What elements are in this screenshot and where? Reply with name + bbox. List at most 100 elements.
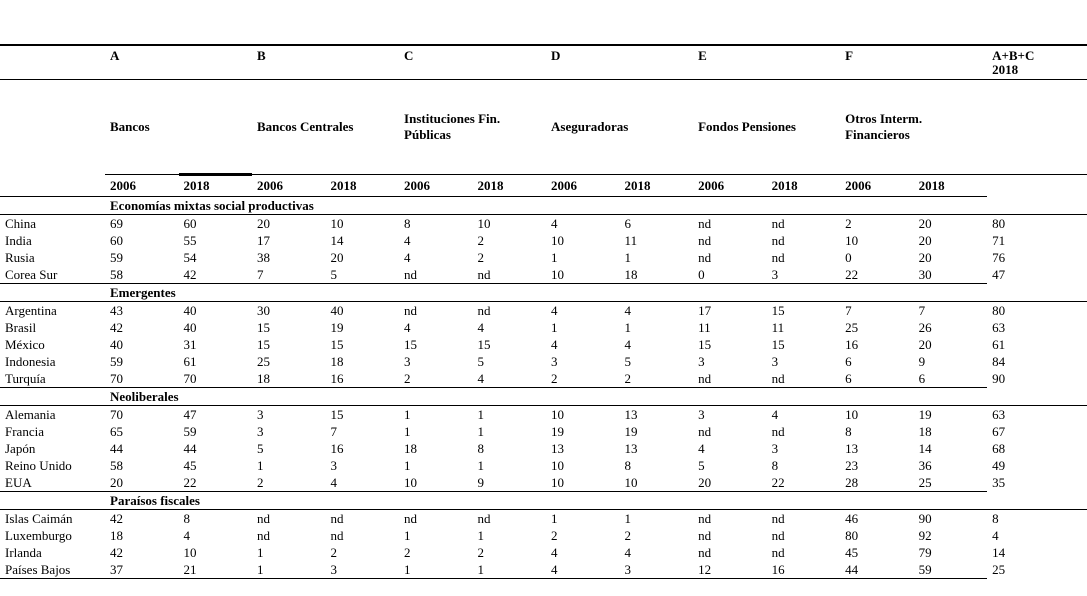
value-cell: 15 (330, 406, 344, 422)
value-cell: 36 (918, 457, 932, 473)
value-cell: 19 (551, 423, 565, 439)
value-cell: 1 (551, 510, 558, 526)
value-cell: 4 (551, 336, 558, 352)
value-cell: 2 (477, 232, 485, 248)
country-cell: India (5, 232, 32, 248)
value-cell: nd (472, 266, 547, 284)
section-header-row: Economías mixtas social productivas (0, 196, 1087, 215)
value-cell: 26 (918, 319, 932, 335)
table-row: EUA 20 22 2 4 10 9 10 10 20 22 28 25 35 (0, 474, 1087, 492)
value-cell: 10 (399, 474, 473, 492)
year-header: 2018 (766, 174, 841, 197)
value-cell: 80 (845, 527, 859, 543)
value-cell: 13 (845, 440, 859, 456)
year-header: 2006 (105, 174, 179, 197)
section-title: Paraísos fiscales (105, 491, 1087, 510)
value-cell: 18 (918, 423, 932, 439)
value-cell: 44 (110, 440, 123, 456)
country-cell: Corea Sur (0, 266, 105, 284)
value-cell: 2 (546, 370, 620, 388)
total-cell: 80 (992, 215, 1006, 231)
value-cell: nd (698, 423, 712, 439)
total-cell: 67 (992, 423, 1006, 439)
value-cell: 3 (257, 423, 264, 439)
spacer-cell (0, 80, 105, 175)
value-cell: 3 (551, 353, 558, 369)
value-cell: 2 (399, 370, 473, 388)
value-cell: 92 (918, 527, 932, 543)
year-header: 2006 (546, 174, 620, 197)
value-cell: nd (257, 527, 271, 543)
value-cell: nd (399, 266, 473, 284)
value-cell: 37 (105, 561, 179, 579)
value-cell: 4 (546, 561, 620, 579)
value-cell: 20 (918, 215, 932, 231)
value-cell: 20 (257, 215, 271, 231)
year-header: 2006 (693, 174, 767, 197)
value-cell: 22 (178, 474, 253, 492)
value-cell: 59 (110, 249, 123, 265)
value-cell: 42 (178, 266, 253, 284)
value-cell: 59 (110, 353, 123, 369)
value-cell: 2 (477, 249, 485, 265)
value-cell: 6 (624, 215, 632, 231)
year-header: 2018 (325, 174, 400, 197)
value-cell: 70 (110, 406, 123, 422)
value-cell: 79 (918, 544, 932, 560)
total-cell: 35 (992, 474, 1006, 490)
sum-column-header-line1: A+B+C (992, 48, 1035, 63)
value-cell: nd (698, 510, 712, 526)
spacer-cell (987, 80, 1087, 175)
value-cell: 42 (110, 319, 123, 335)
total-cell: 4 (992, 527, 999, 543)
table-row: Luxemburgo 18 4 nd nd 1 1 2 2 nd nd 80 92 4 (0, 527, 1087, 544)
value-cell: 43 (110, 302, 123, 318)
value-cell: 14 (330, 232, 344, 248)
value-cell: 2 (252, 474, 326, 492)
value-cell: 6 (913, 370, 988, 388)
group-name-bancos-centrales: Bancos Centrales (257, 119, 354, 134)
sum-column-header-line2: 2018 (992, 62, 1019, 77)
group-name-bancos: Bancos (110, 118, 150, 134)
value-cell: 8 (404, 215, 411, 231)
country-cell: Luxemburgo (5, 527, 72, 543)
value-cell: nd (771, 527, 785, 543)
total-cell: 90 (992, 370, 1006, 386)
section-header-row: Emergentes (0, 283, 1087, 302)
value-cell: 13 (624, 406, 638, 422)
value-cell: 25 (257, 353, 271, 369)
value-cell: 4 (325, 474, 400, 492)
value-cell: 10 (551, 457, 565, 473)
value-cell: 5 (698, 457, 705, 473)
country-cell: Países Bajos (0, 561, 105, 579)
table-row: Rusia 59 54 38 20 4 2 1 1 nd nd 0 20 76 (0, 249, 1087, 266)
value-cell: 0 (845, 249, 852, 265)
value-cell: 60 (110, 232, 123, 248)
value-cell: 22 (766, 474, 841, 492)
value-cell: 4 (624, 336, 632, 352)
value-cell: 20 (918, 249, 932, 265)
value-cell: 4 (624, 302, 632, 318)
value-cell: 2 (619, 370, 694, 388)
value-cell: nd (771, 510, 785, 526)
total-cell: 63 (992, 319, 1006, 335)
value-cell: 7 (252, 266, 326, 284)
value-cell: 16 (330, 440, 344, 456)
value-cell: 9 (472, 474, 547, 492)
year-header: 2018 (472, 174, 547, 197)
value-cell: 16 (766, 561, 841, 579)
year-header: 2018 (619, 174, 694, 197)
value-cell: 45 (183, 457, 197, 473)
country-cell: Alemania (5, 406, 56, 422)
value-cell: 20 (918, 336, 932, 352)
value-cell: nd (698, 249, 712, 265)
group-name-aseguradoras: Aseguradoras (551, 119, 629, 134)
total-cell: 84 (992, 353, 1006, 369)
total-cell: 14 (992, 544, 1006, 560)
value-cell: 44 (183, 440, 197, 456)
value-cell: 10 (477, 215, 491, 231)
value-cell: 54 (183, 249, 197, 265)
total-cell: 63 (992, 406, 1006, 422)
value-cell: 1 (477, 527, 485, 543)
value-cell: 40 (330, 302, 344, 318)
